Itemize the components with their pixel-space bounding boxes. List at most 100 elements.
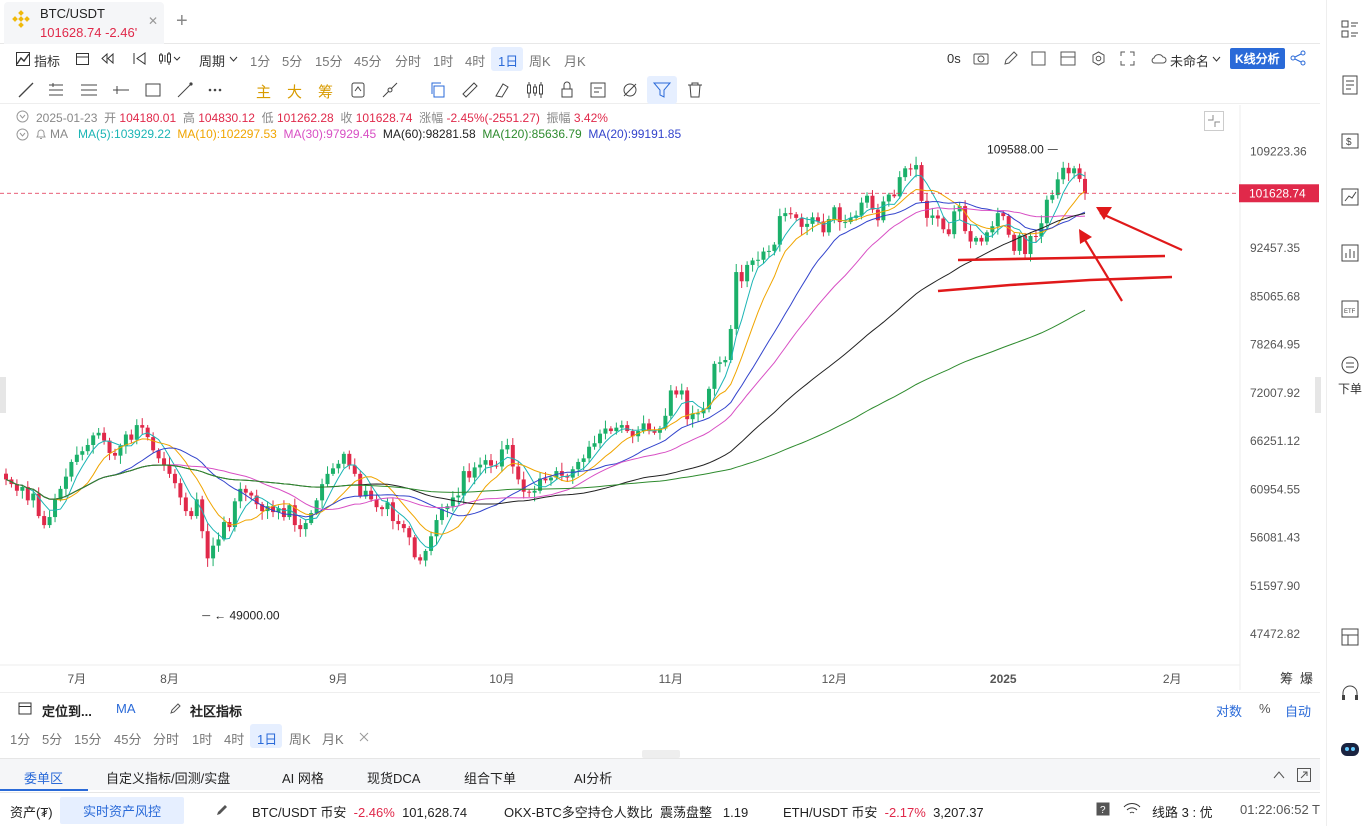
panel-icon[interactable] [1339, 626, 1361, 648]
tf-1min[interactable]: 1分 [250, 54, 271, 69]
tab-combo-order[interactable]: 组合下单 [464, 771, 517, 786]
rectangle-icon[interactable] [143, 80, 163, 100]
tf-5min[interactable]: 5分 [282, 54, 303, 69]
tab-spot-dca[interactable]: 现货DCA [367, 771, 421, 786]
tab-close-icon[interactable]: ✕ [148, 14, 159, 28]
lock-icon[interactable] [557, 80, 577, 100]
edit-icon[interactable] [216, 803, 229, 816]
document-icon[interactable] [1339, 74, 1361, 96]
tf-month[interactable]: 月K [564, 54, 586, 69]
tf-timeline[interactable]: 分时 [395, 54, 422, 69]
collapse-ma-icon[interactable] [16, 128, 29, 141]
kline-chart[interactable]: 109223.36 92457.35 85065.68 78264.95 72007.9… [0, 105, 1321, 690]
percent-axis-toggle[interactable]: % [1259, 701, 1271, 716]
pen-icon[interactable] [1003, 51, 1018, 66]
template-icon[interactable] [588, 80, 608, 100]
symbol-tab[interactable] [4, 2, 164, 44]
kline-chart-canvas[interactable]: 109223.36 92457.35 85065.68 78264.95 72007.9… [0, 105, 1320, 690]
robot-assistant-icon[interactable] [1339, 738, 1361, 760]
watchlist-icon[interactable] [1339, 18, 1361, 40]
candles-icon[interactable] [525, 80, 545, 100]
trash-icon[interactable] [685, 80, 705, 100]
close-icon[interactable] [359, 732, 369, 742]
main-force-button[interactable]: 主 [256, 84, 272, 101]
trendline-icon[interactable] [16, 80, 36, 100]
ticker-okx-ratio[interactable]: OKX-BTC多空持仓人数比 震荡盘整 1.19 [504, 805, 749, 820]
fullscreen-icon[interactable] [1120, 51, 1135, 66]
order-label[interactable]: 下单 [1338, 382, 1363, 396]
tf-45min[interactable]: 45分 [354, 54, 382, 69]
ruler-icon[interactable] [460, 80, 480, 100]
chevron-up-icon[interactable] [1273, 771, 1285, 779]
subtf-15min[interactable]: 15分 [74, 732, 102, 747]
brush-icon[interactable] [380, 80, 400, 100]
ticker-btc[interactable]: BTC/USDT 币安 -2.46% 101,628.74 [252, 805, 468, 820]
indicators-button[interactable]: 指标 [34, 54, 61, 69]
channel-icon[interactable] [79, 80, 99, 100]
tf-week[interactable]: 周K [529, 54, 551, 69]
subtf-timeline[interactable]: 分时 [153, 732, 180, 747]
cloud-icon[interactable] [1150, 53, 1167, 64]
layout-icon[interactable] [1060, 51, 1076, 66]
horizontal-line-icon[interactable] [111, 80, 131, 100]
candle-type-icon[interactable] [158, 51, 182, 66]
ray-icon[interactable] [175, 80, 195, 100]
more-icon[interactable] [205, 80, 225, 100]
layout-name-dropdown[interactable]: 未命名 [1170, 54, 1210, 69]
calendar-icon[interactable] [76, 52, 89, 65]
tf-1h[interactable]: 1时 [433, 54, 454, 69]
headset-icon[interactable] [1339, 682, 1361, 704]
eraser-icon[interactable] [492, 80, 512, 100]
subtf-month[interactable]: 月K [322, 732, 344, 747]
chip-button[interactable]: 筹 [318, 84, 334, 101]
bell-icon[interactable] [35, 128, 47, 140]
camera-icon[interactable] [973, 51, 989, 65]
subtf-4h[interactable]: 4时 [224, 732, 245, 747]
ticker-eth[interactable]: ETH/USDT 币安 -2.17% 3,207.37 [783, 805, 984, 820]
left-collapse-handle[interactable] [0, 377, 6, 413]
community-indicators[interactable]: 社区指标 [190, 704, 243, 719]
collapse-info-icon[interactable] [16, 110, 29, 123]
shrink-icon[interactable] [1204, 111, 1224, 131]
rewind-icon[interactable] [132, 52, 146, 65]
settings-gear-icon[interactable] [1091, 51, 1106, 66]
tf-15min[interactable]: 15分 [315, 54, 343, 69]
filter-icon[interactable] [652, 80, 672, 100]
magnet-icon[interactable] [348, 80, 368, 100]
bar-chart-icon[interactable] [1339, 242, 1361, 264]
tab-orders[interactable]: 委单区 [24, 771, 64, 786]
expand-icon[interactable] [1297, 768, 1311, 782]
add-tab-button[interactable]: + [176, 10, 188, 32]
risk-control-button[interactable]: 实时资产风控 [60, 797, 185, 824]
replay-icon[interactable] [101, 52, 115, 65]
copy-icon[interactable] [428, 80, 448, 100]
tf-4h[interactable]: 4时 [465, 54, 486, 69]
tab-ai-analysis[interactable]: AI分析 [574, 771, 613, 786]
subtf-1min[interactable]: 1分 [10, 732, 31, 747]
locate-button[interactable]: 定位到... [42, 704, 92, 719]
subtf-1d[interactable]: 1日 [257, 732, 278, 747]
log-axis-toggle[interactable]: 对数 [1216, 704, 1243, 719]
etf-icon[interactable]: ETF [1339, 298, 1361, 320]
subtf-week[interactable]: 周K [289, 732, 311, 747]
ma-indicator-tab[interactable]: MA [116, 701, 136, 716]
tf-1d[interactable]: 1日 [498, 54, 519, 69]
hide-drawing-icon[interactable] [620, 80, 640, 100]
auto-axis-toggle[interactable]: 自动 [1285, 704, 1312, 719]
panel-resize-handle[interactable] [642, 750, 680, 758]
kline-analysis-button[interactable]: K线分析 [1230, 48, 1285, 69]
parallel-lines-icon[interactable] [46, 80, 66, 100]
wallet-icon[interactable]: $ [1339, 130, 1361, 152]
trend-chart-icon[interactable] [1339, 186, 1361, 208]
help-icon[interactable]: ? [1096, 802, 1110, 816]
order-icon[interactable] [1340, 355, 1360, 375]
tab-ai-grid[interactable]: AI 网格 [282, 771, 324, 786]
subtf-5min[interactable]: 5分 [42, 732, 63, 747]
network-line[interactable]: 线路 3 : 优 [1152, 805, 1213, 820]
period-button[interactable]: 周期 [199, 54, 226, 69]
subtf-1h[interactable]: 1时 [192, 732, 213, 747]
frame-icon[interactable] [1031, 51, 1046, 66]
big-order-button[interactable]: 大 [287, 84, 303, 101]
subtf-45min[interactable]: 45分 [114, 732, 142, 747]
share-icon[interactable] [1290, 50, 1306, 66]
